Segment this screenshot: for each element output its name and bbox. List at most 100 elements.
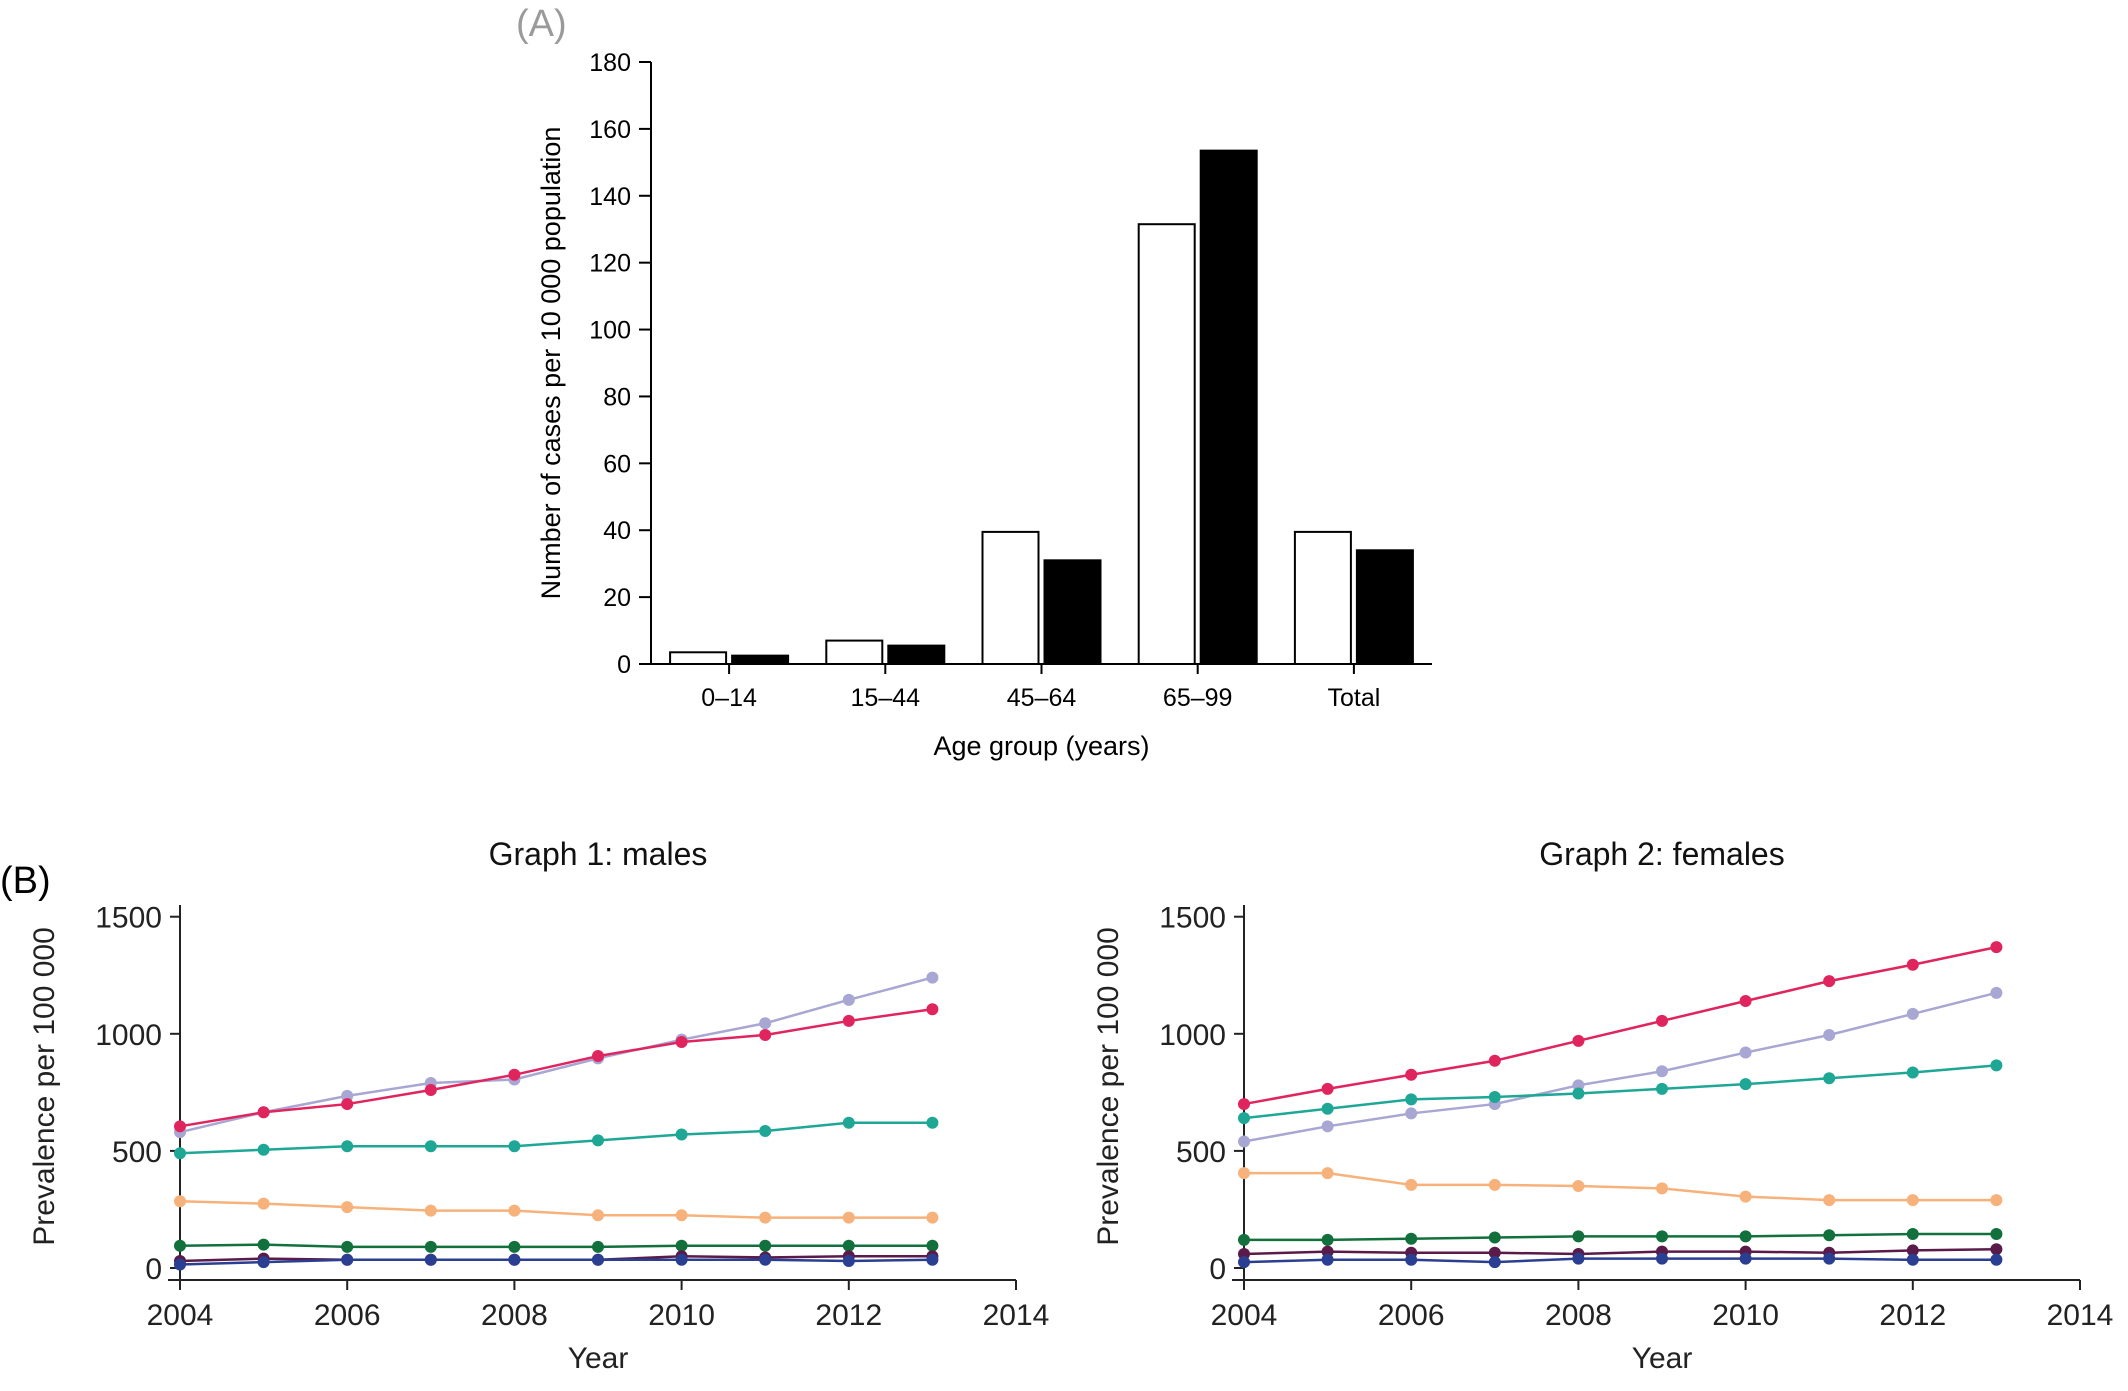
data-point	[926, 1253, 939, 1266]
data-point	[675, 1128, 688, 1141]
data-point	[508, 1068, 521, 1081]
data-point	[257, 1256, 270, 1269]
panel-label-b: (B)	[0, 860, 51, 902]
data-point	[508, 1204, 521, 1217]
data-point	[424, 1140, 437, 1153]
x-tick-label: 2004	[1211, 1299, 1278, 1332]
data-point	[1990, 1243, 2003, 1256]
data-point	[592, 1209, 604, 1222]
data-point	[1238, 1135, 1250, 1148]
data-point	[1405, 1093, 1418, 1106]
series-line	[179, 976, 933, 1134]
data-point	[341, 1201, 354, 1214]
data-point	[1488, 1054, 1501, 1067]
data-point	[424, 1240, 437, 1253]
y-tick-label: 1000	[95, 1019, 162, 1052]
data-point	[592, 1134, 604, 1147]
data-point	[1823, 1229, 1836, 1242]
x-tick-label: 2008	[481, 1299, 548, 1332]
data-point	[759, 1017, 772, 1030]
x-tick-label: 45–64	[1007, 684, 1077, 712]
data-point	[842, 1116, 855, 1129]
data-point	[842, 1211, 855, 1224]
data-point	[1572, 1079, 1585, 1092]
data-point	[257, 1106, 270, 1119]
bar	[981, 530, 1040, 666]
data-point	[675, 1239, 688, 1252]
y-tick-label: 500	[112, 1136, 162, 1169]
data-point	[759, 1239, 772, 1252]
data-point	[1739, 1078, 1752, 1091]
data-point	[174, 1239, 186, 1252]
y-tick-label: 1500	[95, 902, 162, 935]
data-point	[1238, 1247, 1250, 1260]
data-point	[1321, 1167, 1334, 1180]
data-point	[842, 1014, 855, 1027]
x-tick-label: 2006	[314, 1299, 381, 1332]
data-point	[1572, 1252, 1585, 1265]
series-line	[179, 1243, 933, 1249]
bar	[669, 651, 728, 665]
data-point	[1823, 1252, 1836, 1265]
data-point	[1321, 1082, 1334, 1095]
bar	[1199, 149, 1258, 665]
y-tick-label: 40	[603, 517, 631, 545]
data-point	[1739, 995, 1752, 1008]
series-line	[1243, 945, 1997, 1106]
data-point	[1906, 958, 1919, 971]
data-point	[424, 1253, 437, 1266]
chart-title: Graph 2: females	[1539, 836, 1784, 872]
data-point	[174, 1258, 186, 1271]
data-point	[257, 1143, 270, 1156]
bar	[1043, 559, 1102, 665]
data-point	[1488, 1256, 1501, 1269]
data-point	[341, 1140, 354, 1153]
x-tick-label: 0–14	[701, 684, 757, 712]
data-point	[1656, 1182, 1668, 1195]
x-axis-label: Age group (years)	[933, 731, 1149, 761]
data-point	[174, 1120, 186, 1133]
data-point	[675, 1253, 688, 1266]
panel-b-females-line-chart: Graph 2: females 0 500 1000 1500 2004 2006 2008…	[1092, 836, 2113, 1375]
data-point	[759, 1124, 772, 1137]
data-point	[257, 1197, 270, 1210]
x-tick-label: 65–99	[1163, 684, 1233, 712]
series-line	[1244, 1171, 1997, 1202]
data-point	[424, 1084, 437, 1097]
data-point	[1906, 1066, 1919, 1079]
chart-title: Graph 1: males	[489, 836, 708, 872]
data-point	[1488, 1246, 1501, 1259]
data-point	[1906, 1244, 1919, 1257]
data-point	[1238, 1098, 1250, 1111]
data-point	[1906, 1007, 1919, 1020]
data-point	[759, 1253, 772, 1266]
data-point	[508, 1253, 521, 1266]
data-point	[1321, 1120, 1334, 1133]
x-axis-label: Year	[1632, 1342, 1693, 1375]
data-point	[1238, 1233, 1250, 1246]
data-point	[1656, 1014, 1668, 1027]
data-point	[1823, 1028, 1836, 1041]
data-point	[424, 1204, 437, 1217]
y-tick-label: 0	[145, 1253, 162, 1286]
data-point	[1321, 1253, 1334, 1266]
data-point	[926, 1211, 939, 1224]
data-point	[592, 1050, 604, 1063]
data-point	[1990, 941, 2003, 954]
data-point	[1405, 1253, 1418, 1266]
data-point	[675, 1209, 688, 1222]
bar	[1293, 530, 1352, 666]
data-point	[174, 1195, 186, 1208]
series-line	[179, 1258, 933, 1266]
data-point	[257, 1238, 270, 1251]
data-point	[1405, 1178, 1418, 1191]
panel-b-males-line-chart: (B) Graph 1: males 0 500 1000 1500 2004 2006 200…	[0, 836, 1049, 1375]
data-point	[1990, 1059, 2003, 1072]
data-point	[1906, 1253, 1919, 1266]
series-line	[1243, 1257, 1997, 1264]
data-point	[1739, 1046, 1752, 1059]
data-point	[1488, 1231, 1501, 1244]
x-tick-label: 15–44	[851, 684, 921, 712]
x-tick-label: 2004	[147, 1299, 214, 1332]
